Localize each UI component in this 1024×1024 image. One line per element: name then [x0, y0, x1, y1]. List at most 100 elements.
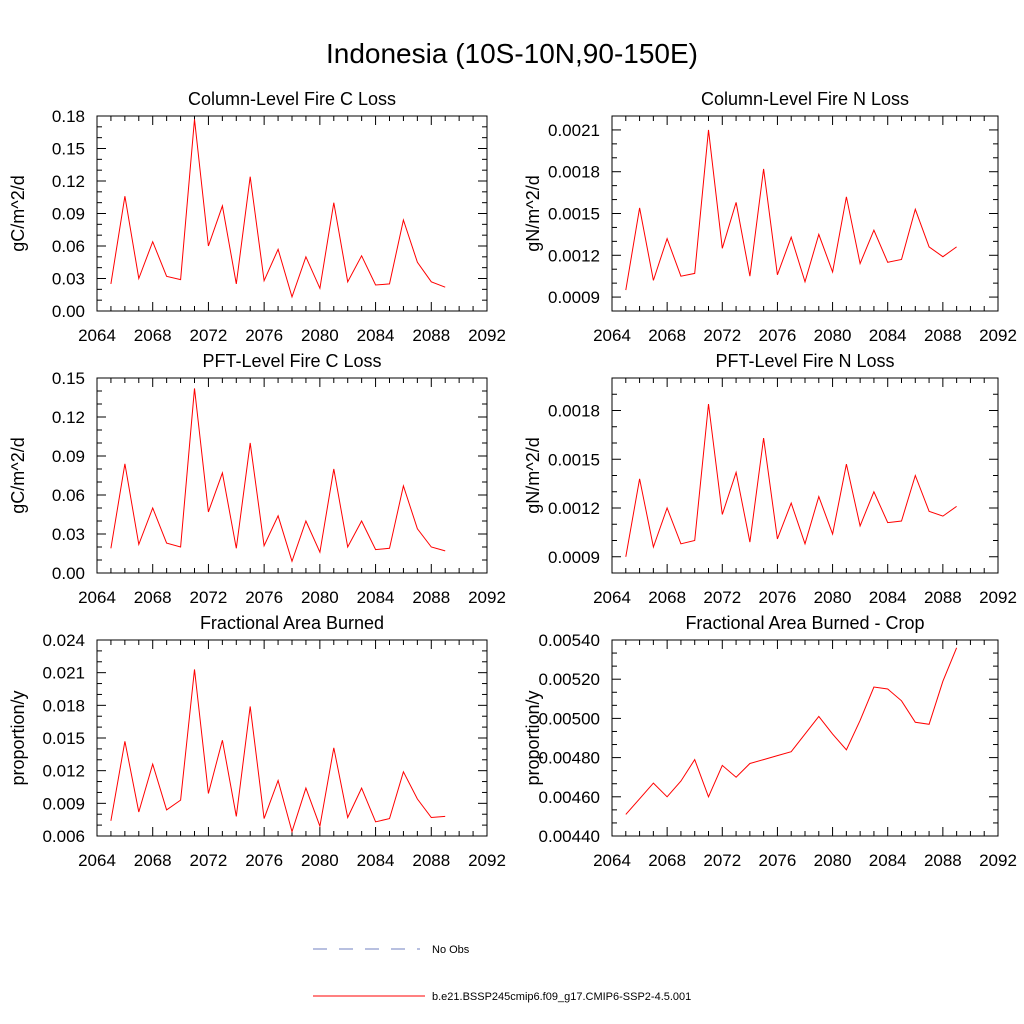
x-tick-label: 2080 [814, 588, 852, 607]
x-tick-label: 2076 [245, 588, 283, 607]
x-tick-label: 2072 [703, 588, 741, 607]
x-tick-label: 2064 [593, 326, 631, 345]
y-tick-label: 0.15 [52, 369, 85, 388]
x-tick-label: 2064 [593, 588, 631, 607]
series-line [625, 647, 958, 815]
figure-title: Indonesia (10S-10N,90-150E) [325, 38, 698, 69]
y-tick-label: 0.03 [52, 525, 85, 544]
x-tick-label: 2064 [78, 588, 116, 607]
x-tick-label: 2068 [648, 851, 686, 870]
y-tick-label: 0.18 [52, 107, 85, 126]
series-line [625, 403, 957, 557]
y-tick-label: 0.0021 [548, 121, 600, 140]
y-tick-label: 0.0018 [548, 163, 600, 182]
panel-title: Fractional Area Burned [200, 613, 384, 633]
y-axis-label: gC/m^2/d [8, 437, 28, 513]
x-tick-label: 2084 [869, 588, 907, 607]
x-tick-label: 2084 [869, 851, 907, 870]
y-axis-label: gN/m^2/d [523, 175, 543, 251]
y-tick-label: 0.0018 [548, 402, 600, 421]
x-tick-label: 2084 [357, 326, 395, 345]
plot-frame [611, 639, 999, 837]
chart-panel-1: Column-Level Fire C Loss gC/m^2/d 2064 2068… [8, 89, 506, 345]
y-tick-label: 0.015 [42, 729, 85, 748]
y-tick-label: 0.0012 [548, 499, 600, 518]
x-tick-label: 2072 [703, 851, 741, 870]
x-tick-label: 2080 [814, 326, 852, 345]
y-tick-label: 0.00520 [539, 670, 600, 689]
y-tick-label: 0.12 [52, 172, 85, 191]
series-line [110, 119, 446, 299]
x-tick-label: 2064 [593, 851, 631, 870]
x-tick-label: 2092 [468, 851, 506, 870]
y-tick-label: 0.15 [52, 140, 85, 159]
y-tick-label: 0.0015 [548, 450, 600, 469]
y-axis-label: proportion/y [523, 690, 543, 785]
y-tick-label: 0.012 [42, 762, 85, 781]
panel-title: Fractional Area Burned - Crop [685, 613, 924, 633]
x-tick-label: 2088 [924, 326, 962, 345]
x-tick-label: 2088 [412, 326, 450, 345]
x-tick-label: 2088 [924, 588, 962, 607]
legend-label-no-obs: No Obs [432, 944, 470, 956]
y-tick-label: 0.00 [52, 564, 85, 583]
x-tick-label: 2076 [759, 851, 797, 870]
x-tick-label: 2068 [134, 326, 172, 345]
chart-panel-3: PFT-Level Fire C Loss gC/m^2/d 2064 2068 207… [8, 351, 506, 607]
legend: No Obs b.e21.BSSP245cmip6.f09_g17.CMIP6-S… [313, 944, 691, 1003]
series-line [110, 669, 446, 834]
y-tick-label: 0.0009 [548, 288, 600, 307]
chart-panel-2: Column-Level Fire N Loss gN/m^2/d 2064 2068… [523, 89, 1017, 345]
y-axis-label: gC/m^2/d [8, 175, 28, 251]
y-tick-label: 0.009 [42, 794, 85, 813]
x-tick-label: 2076 [245, 851, 283, 870]
y-tick-label: 0.018 [42, 696, 85, 715]
y-tick-label: 0.024 [42, 631, 85, 650]
panel-title: Column-Level Fire C Loss [188, 89, 396, 109]
x-tick-label: 2080 [301, 851, 339, 870]
x-tick-label: 2068 [134, 588, 172, 607]
panel-title: PFT-Level Fire N Loss [715, 351, 894, 371]
y-axis-label: gN/m^2/d [523, 437, 543, 513]
x-tick-label: 2072 [190, 851, 228, 870]
x-tick-label: 2088 [412, 588, 450, 607]
x-tick-label: 2064 [78, 326, 116, 345]
y-tick-label: 0.00480 [539, 749, 600, 768]
panel-title: Column-Level Fire N Loss [701, 89, 909, 109]
x-tick-label: 2084 [869, 326, 907, 345]
x-tick-label: 2072 [703, 326, 741, 345]
y-tick-label: 0.00 [52, 302, 85, 321]
x-tick-label: 2092 [979, 326, 1017, 345]
x-tick-label: 2068 [134, 851, 172, 870]
x-tick-label: 2092 [979, 588, 1017, 607]
x-tick-label: 2076 [245, 326, 283, 345]
panel-title: PFT-Level Fire C Loss [202, 351, 381, 371]
series-line [625, 129, 957, 291]
y-tick-label: 0.09 [52, 447, 85, 466]
x-tick-label: 2084 [357, 851, 395, 870]
x-tick-label: 2072 [190, 326, 228, 345]
plot-frame [96, 639, 488, 837]
x-tick-label: 2076 [759, 588, 797, 607]
y-tick-label: 0.0012 [548, 246, 600, 265]
y-tick-label: 0.00460 [539, 788, 600, 807]
y-tick-label: 0.06 [52, 486, 85, 505]
chart-panel-6: Fractional Area Burned - Crop proportion/… [523, 613, 1017, 870]
chart-panel-4: PFT-Level Fire N Loss gN/m^2/d 2064 2068 207… [523, 351, 1017, 607]
y-tick-label: 0.06 [52, 237, 85, 256]
x-tick-label: 2088 [924, 851, 962, 870]
chart-panel-5: Fractional Area Burned proportion/y 2064 20… [8, 613, 506, 870]
y-tick-label: 0.006 [42, 827, 85, 846]
x-tick-label: 2064 [78, 851, 116, 870]
x-tick-label: 2080 [301, 588, 339, 607]
plot-frame [96, 115, 488, 312]
legend-label-model: b.e21.BSSP245cmip6.f09_g17.CMIP6-SSP2-4.… [432, 991, 691, 1003]
y-tick-label: 0.021 [42, 664, 85, 683]
y-tick-label: 0.00540 [539, 631, 600, 650]
y-tick-label: 0.00500 [539, 709, 600, 728]
x-tick-label: 2068 [648, 326, 686, 345]
y-tick-label: 0.0015 [548, 205, 600, 224]
x-tick-label: 2068 [648, 588, 686, 607]
x-tick-label: 2076 [759, 326, 797, 345]
